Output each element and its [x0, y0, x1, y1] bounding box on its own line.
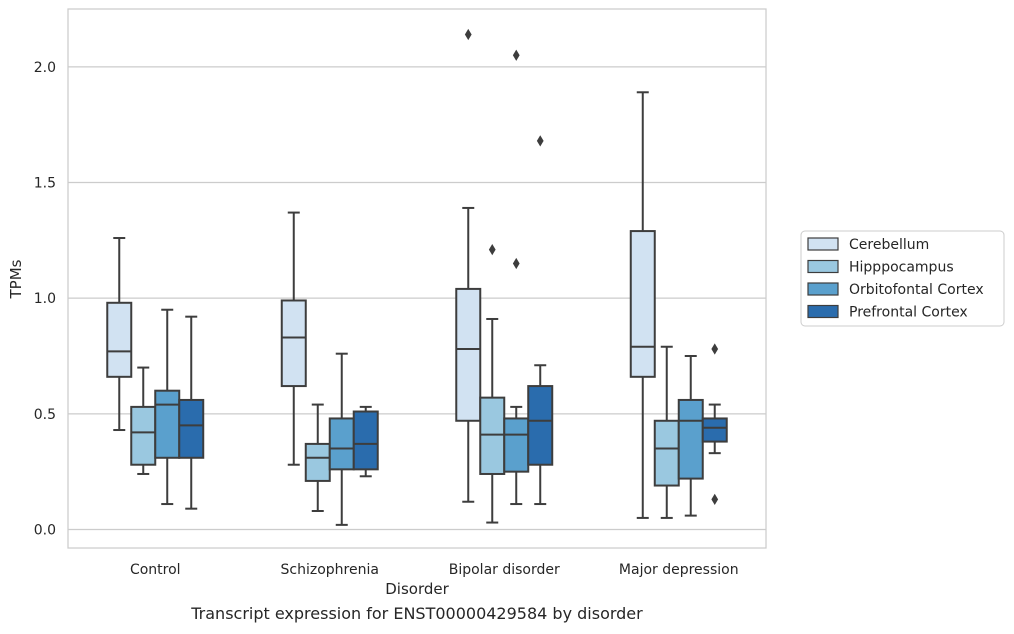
box-body	[352, 410, 379, 471]
legend-frame	[800, 230, 1005, 327]
box-body	[106, 301, 133, 378]
box-body	[178, 398, 205, 459]
box-prefrontal-cortex-control	[178, 315, 205, 510]
box-prefrontal-cortex-schizophrenia	[352, 405, 379, 478]
box-cerebellum-control	[106, 237, 133, 432]
y-tick-label: 0.0	[34, 522, 56, 538]
legend-swatch-hipppocampus	[807, 259, 839, 274]
box-body	[328, 417, 355, 471]
box-plot-chart: 0.0 0.5 1.0 1.5 2.0 Control Schizophrenia Bipo…	[7, 8, 1005, 598]
outlier-point	[512, 49, 520, 61]
box-orbitofontal-cortex-bipolar-disorder	[503, 49, 530, 506]
boxes	[106, 28, 728, 526]
x-tick-labels: Control Schizophrenia Bipolar disorder Majo…	[130, 562, 739, 578]
box-hipppocampus-control	[130, 366, 157, 475]
box-body	[527, 385, 554, 466]
legend-swatch-cerebellum	[807, 237, 839, 251]
box-body	[304, 442, 331, 482]
legend: Cerebellum Hipppocampus Orbitofontal Corte…	[800, 230, 1005, 327]
y-axis-label: TPMs	[7, 259, 25, 299]
outlier-point	[512, 257, 520, 270]
y-tick-label: 1.0	[34, 291, 56, 307]
y-tick-labels: 0.0 0.5 1.0 1.5 2.0	[34, 60, 56, 539]
legend-label-hipppocampus: Hipppocampus	[849, 260, 954, 276]
box-body	[130, 405, 157, 466]
box-body	[280, 299, 307, 388]
y-tick-label: 0.5	[34, 407, 56, 423]
box-cerebellum-major-depression	[629, 91, 656, 519]
box-prefrontal-cortex-bipolar-disorder	[527, 135, 554, 506]
box-hipppocampus-bipolar-disorder	[479, 243, 506, 524]
legend-label-orbitofontal-cortex: Orbitofontal Cortex	[849, 282, 984, 298]
x-tick-label-bipolar-disorder: Bipolar disorder	[449, 562, 560, 578]
legend-label-cerebellum: Cerebellum	[849, 237, 929, 253]
box-body	[455, 287, 482, 422]
outlier-point	[464, 28, 472, 41]
box-body	[629, 230, 656, 378]
box-body	[653, 419, 680, 487]
x-tick-label-schizophrenia: Schizophrenia	[281, 562, 379, 578]
box-body	[479, 396, 506, 475]
x-axis-label: Disorder	[385, 580, 449, 598]
legend-label-prefrontal-cortex: Prefrontal Cortex	[849, 305, 968, 321]
y-tick-label: 1.5	[34, 175, 56, 191]
box-body	[154, 389, 181, 459]
box-body	[677, 398, 704, 480]
x-tick-label-control: Control	[130, 562, 181, 578]
box-body	[503, 417, 530, 473]
box-hipppocampus-major-depression	[653, 345, 680, 519]
box-orbitofontal-cortex-control	[154, 308, 181, 506]
figure-caption: Transcript expression for ENST0000042958…	[191, 604, 643, 623]
box-body	[701, 417, 728, 443]
box-orbitofontal-cortex-major-depression	[677, 354, 704, 517]
x-tick-label-major-depression: Major depression	[619, 562, 739, 578]
y-tick-label: 2.0	[34, 60, 56, 76]
legend-swatch-prefrontal-cortex	[807, 304, 839, 319]
outlier-point	[488, 243, 496, 256]
outlier-point	[711, 343, 719, 355]
legend-swatch-orbitofontal-cortex	[807, 282, 839, 296]
outlier-point	[711, 493, 719, 506]
box-cerebellum-bipolar-disorder	[455, 28, 482, 503]
box-prefrontal-cortex-major-depression	[701, 343, 728, 506]
box-cerebellum-schizophrenia	[280, 211, 307, 466]
plot-frame	[67, 8, 767, 549]
outlier-point	[536, 135, 544, 147]
